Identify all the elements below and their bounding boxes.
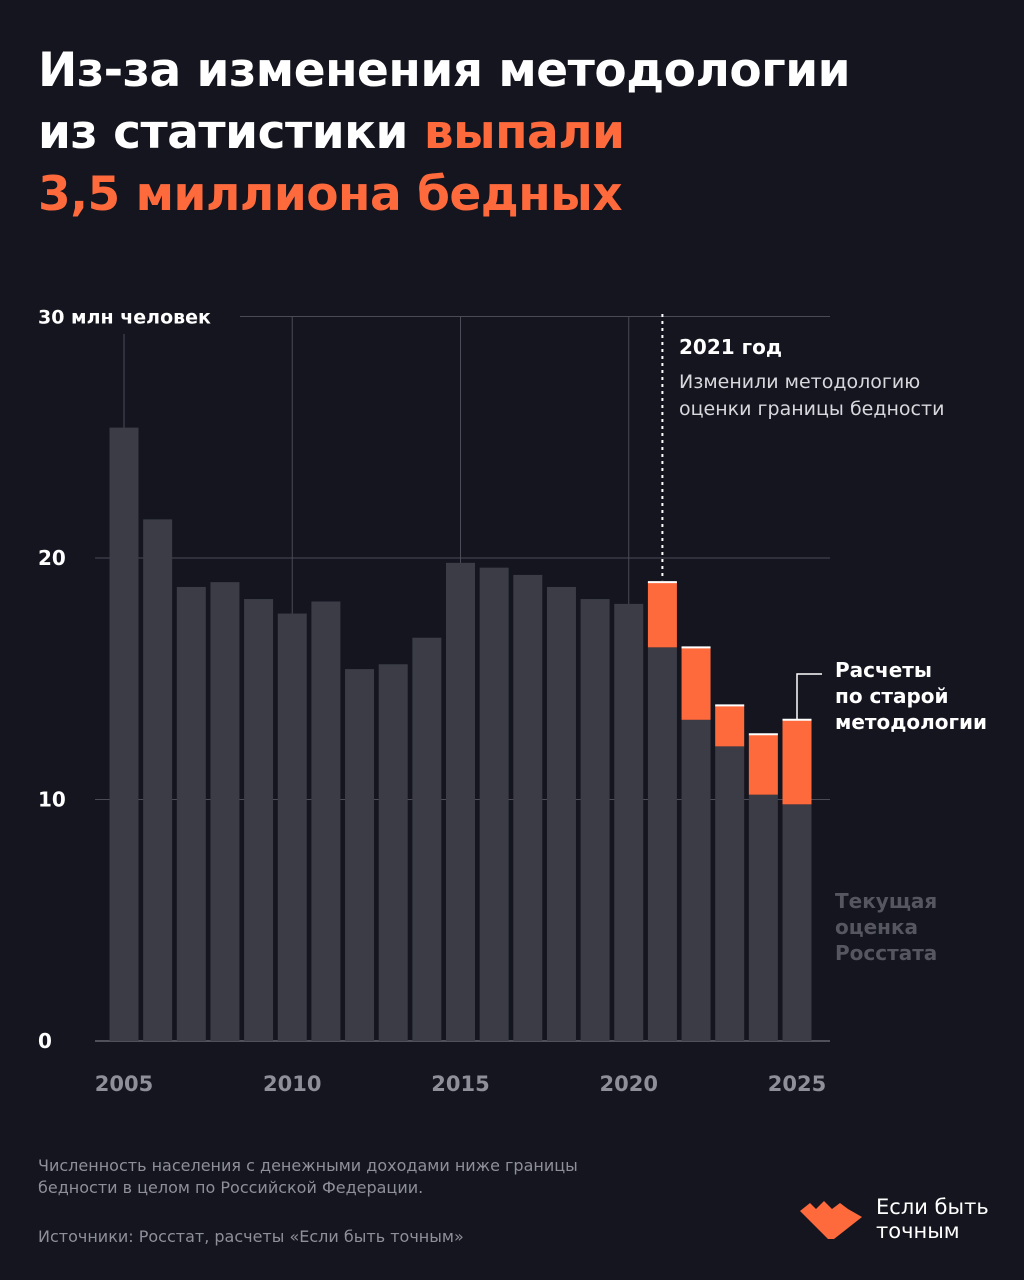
x-tick-label: 2020: [600, 1072, 658, 1096]
bar-old-method-2024: [748, 734, 778, 795]
bar-current-2007: [176, 586, 206, 1041]
headline-text: из статистики: [38, 105, 424, 160]
bar-current-2015: [446, 562, 475, 1041]
logo-text: Если быть точным: [876, 1195, 989, 1243]
bar-current-2010: [277, 613, 307, 1041]
heart-logo-icon: [800, 1201, 862, 1239]
legend-current: Текущая: [835, 889, 937, 913]
logo-line: Если быть: [876, 1195, 989, 1219]
bar-current-2005: [109, 427, 139, 1042]
x-tick-label: 2025: [768, 1072, 826, 1096]
legend-old-method: методологии: [835, 710, 987, 734]
legend-current: оценка: [835, 915, 918, 939]
callout-line: [796, 673, 822, 720]
y-tick-label: 10: [38, 788, 66, 812]
bar-current-2022: [681, 719, 711, 1041]
legend-old-method: Расчеты: [835, 658, 932, 682]
legend-current: Росстата: [835, 941, 937, 965]
headline-line-3: 3,5 миллиона бедных: [38, 167, 623, 222]
bar-current-2009: [244, 599, 274, 1041]
sources: Источники: Росстат, расчеты «Если быть т…: [38, 1227, 464, 1246]
headline-line-1: Из-за изменения методологии: [38, 43, 851, 98]
bar-current-2019: [580, 599, 610, 1041]
bar-current-2013: [378, 664, 408, 1041]
bar-current-2025: [782, 804, 812, 1041]
legend-old-method: по старой: [835, 684, 949, 708]
annotation-title: 2021 год: [679, 335, 782, 359]
x-tick-label: 2015: [431, 1072, 489, 1096]
note-line: Численность населения с денежными дохода…: [38, 1156, 578, 1175]
logo-line: точным: [876, 1219, 960, 1243]
bar-old-method-2025: [782, 719, 812, 805]
bar-current-2021: [647, 647, 677, 1041]
bar-old-method-2022: [681, 647, 711, 720]
bar-current-2017: [513, 574, 543, 1041]
bar-current-2018: [546, 586, 576, 1041]
y-tick-label: 0: [38, 1029, 52, 1053]
bar-current-2014: [412, 637, 442, 1041]
bar-current-2006: [143, 519, 173, 1041]
bar-current-2011: [311, 601, 341, 1041]
y-tick-label: 20: [38, 546, 66, 570]
bar-current-2016: [479, 567, 509, 1041]
bar-old-method-2023: [715, 705, 745, 747]
annotation-text: оценки границы бедности: [679, 398, 944, 420]
bar-current-2012: [345, 669, 375, 1041]
note-line: бедности в целом по Российской Федерации…: [38, 1178, 424, 1197]
brand-logo: Если быть точным: [800, 1195, 989, 1243]
y-tick-label: 30 млн человек: [38, 307, 211, 329]
x-tick-label: 2010: [263, 1072, 321, 1096]
headline-line-2: из статистики выпали: [38, 102, 850, 164]
headline-accent: выпали: [423, 105, 625, 160]
headline: Из-за изменения методологии из статистик…: [38, 40, 851, 226]
x-tick-label: 2005: [95, 1072, 153, 1096]
bar-current-2020: [614, 603, 644, 1041]
bar-current-2023: [715, 746, 745, 1041]
bar-current-2024: [748, 794, 778, 1041]
annotation-text: Изменили методологию: [679, 371, 920, 393]
bar-old-method-2021: [647, 582, 677, 648]
chart-note: Численность населения с денежными дохода…: [38, 1155, 578, 1199]
bar-current-2008: [210, 582, 240, 1041]
